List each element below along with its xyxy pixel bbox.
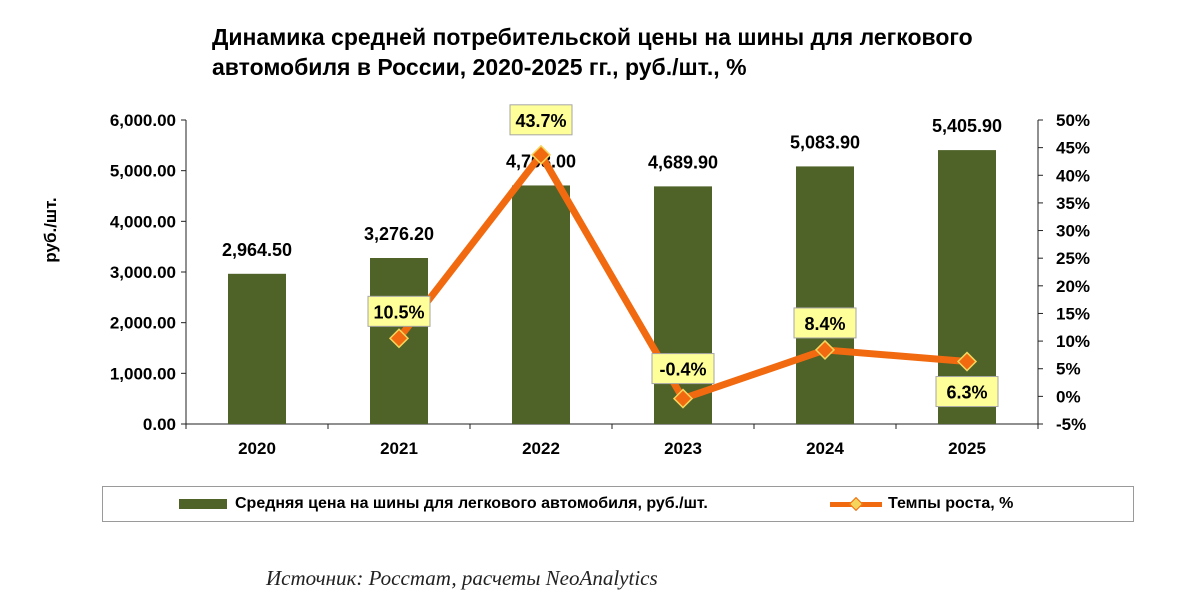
y-right-tick-label: 35% — [1056, 194, 1090, 213]
x-tick-label: 2023 — [664, 439, 702, 458]
chart-title-line-2: автомобиля в России, 2020-2025 гг., руб.… — [212, 54, 747, 80]
legend-bar-swatch — [179, 499, 227, 509]
y-right-tick-label: 0% — [1056, 387, 1081, 406]
y-left-tick-label: 0.00 — [143, 415, 176, 434]
growth-marker-2025 — [956, 351, 978, 372]
bar-2020 — [228, 273, 286, 424]
growth-label-box — [793, 307, 857, 339]
y-left-tick-label: 4,000.00 — [110, 212, 176, 231]
legend-line-label: Темпы роста, % — [888, 495, 1014, 512]
growth-label-box — [509, 104, 573, 136]
growth-label-box — [651, 353, 715, 385]
y-right-tick-label: 25% — [1056, 249, 1090, 268]
axes: 0.00 1,000.00 2,000.00 3,000.00 4,000.00 5,00… — [110, 111, 1090, 458]
chart-title: Динамика средней потребительской цены на… — [212, 22, 1112, 82]
bar-value-label: 5,405.90 — [932, 116, 1002, 136]
growth-marker-2021 — [388, 328, 410, 349]
y-axis-left-label: руб./шт. — [41, 197, 60, 262]
growth-value-label: -0.4% — [659, 360, 706, 380]
y-left-tick-label: 2,000.00 — [110, 314, 176, 333]
growth-marker-2024 — [814, 339, 836, 360]
y-right-tick-label: 10% — [1056, 332, 1090, 351]
legend-line-swatch — [830, 496, 882, 512]
growth-value-label: 10.5% — [373, 302, 424, 322]
growth-line-series — [388, 144, 978, 409]
x-tick-label: 2025 — [948, 439, 986, 458]
y-right-tick-label: -5% — [1056, 415, 1086, 434]
bar-value-label: 3,276.20 — [364, 224, 434, 244]
y-right-tick-label: 30% — [1056, 222, 1090, 241]
bar-value-label: 5,083.90 — [790, 132, 860, 152]
chart-title-line-1: Динамика средней потребительской цены на… — [212, 24, 973, 50]
y-right-tick-label: 40% — [1056, 166, 1090, 185]
y-left-tick-label: 3,000.00 — [110, 263, 176, 282]
x-tick-label: 2022 — [522, 439, 560, 458]
legend-item-line: Темпы роста, % — [830, 487, 1013, 521]
y-right-tick-label: 5% — [1056, 360, 1081, 379]
legend: Средняя цена на шины для легкового автом… — [102, 486, 1134, 522]
bar-2023 — [654, 186, 712, 424]
x-tick-label: 2021 — [380, 439, 418, 458]
y-right-tick-label: 20% — [1056, 277, 1090, 296]
growth-label-box — [935, 376, 999, 408]
bar-series — [228, 150, 996, 425]
bar-value-label: 2,964.50 — [222, 240, 292, 260]
growth-value-label: 8.4% — [804, 314, 845, 334]
legend-item-bars: Средняя цена на шины для легкового автом… — [179, 487, 708, 521]
growth-value-label: 43.7% — [515, 111, 566, 131]
x-tick-label: 2024 — [806, 439, 844, 458]
y-right-tick-label: 45% — [1056, 139, 1090, 158]
bar-value-label: 4,689.90 — [648, 152, 718, 172]
y-left-tick-label: 1,000.00 — [110, 364, 176, 383]
growth-marker-2023 — [672, 388, 694, 409]
bar-data-labels: 2,964.503,276.204,708.004,689.905,083.90… — [222, 116, 1002, 260]
source-note: Источник: Росстат, расчеты NeoAnalytics — [266, 566, 658, 590]
growth-data-labels: 10.5% 43.7% -0.4% 8.4% 6.3% — [367, 104, 999, 408]
bar-2022 — [512, 185, 570, 424]
y-right-tick-label: 15% — [1056, 304, 1090, 323]
legend-bars-label: Средняя цена на шины для легкового автом… — [235, 495, 708, 512]
chart-plot: 0.00 1,000.00 2,000.00 3,000.00 4,000.00 5,00… — [41, 104, 1090, 458]
y-left-tick-label: 5,000.00 — [110, 162, 176, 181]
y-left-tick-label: 6,000.00 — [110, 111, 176, 130]
bar-2024 — [796, 166, 854, 425]
y-right-tick-label: 50% — [1056, 111, 1090, 130]
growth-value-label: 6.3% — [946, 383, 987, 403]
growth-marker-2022 — [530, 144, 552, 165]
growth-label-box — [367, 295, 431, 327]
x-tick-label: 2020 — [238, 439, 276, 458]
